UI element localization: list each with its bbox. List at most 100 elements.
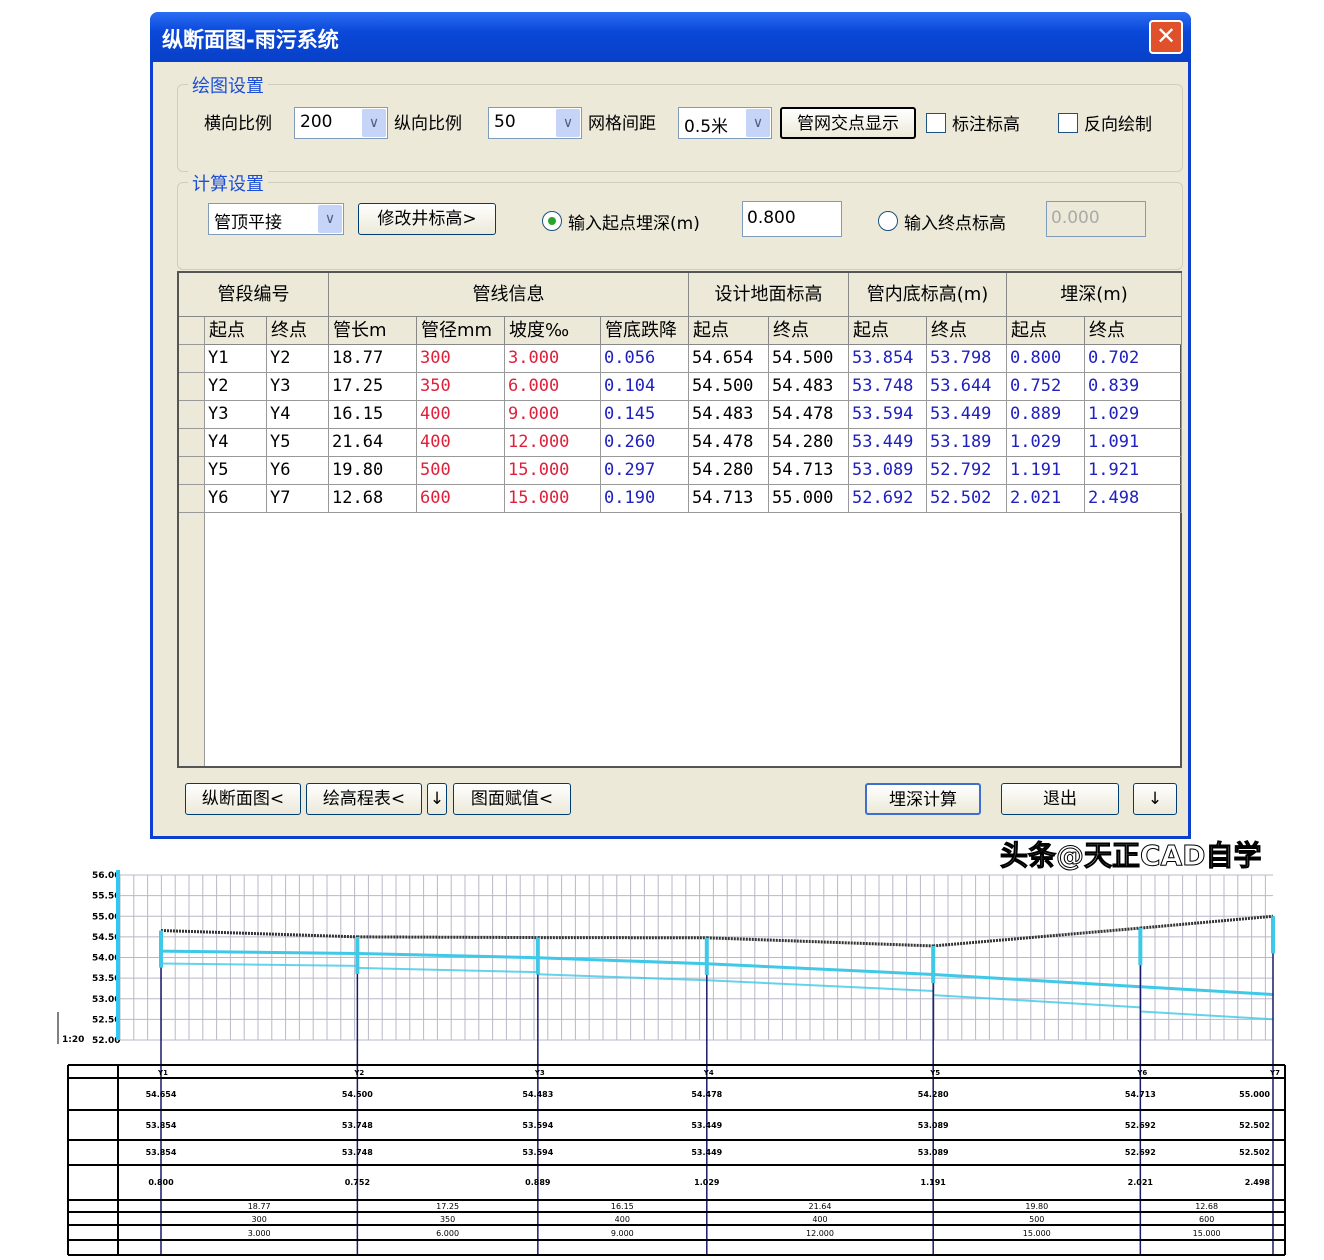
table-cell[interactable]: Y4 bbox=[205, 429, 267, 457]
end-elevation-input[interactable]: 0.000 bbox=[1046, 201, 1146, 237]
table-cell[interactable]: 9.000 bbox=[505, 401, 601, 429]
table-cell[interactable]: 400 bbox=[417, 429, 505, 457]
connection-select[interactable]: 管顶平接 ∨ bbox=[208, 203, 344, 235]
arrow-down-icon[interactable]: ↓ bbox=[1133, 783, 1177, 815]
exit-button[interactable]: 退出 bbox=[1001, 783, 1119, 815]
table-cell[interactable]: 1.091 bbox=[1085, 429, 1182, 457]
table-cell[interactable]: 54.483 bbox=[689, 401, 769, 429]
table-cell[interactable]: Y1 bbox=[205, 345, 267, 373]
table-cell[interactable]: 54.654 bbox=[689, 345, 769, 373]
table-cell[interactable]: 54.713 bbox=[689, 485, 769, 513]
column-header[interactable]: 管径mm bbox=[417, 317, 505, 345]
table-cell[interactable]: 0.260 bbox=[601, 429, 689, 457]
table-cell[interactable]: 53.449 bbox=[927, 401, 1007, 429]
table-cell[interactable]: 52.692 bbox=[849, 485, 927, 513]
column-header[interactable]: 起点 bbox=[689, 317, 769, 345]
modify-well-button[interactable]: 修改井标高> bbox=[358, 203, 496, 235]
table-cell[interactable]: 54.280 bbox=[689, 457, 769, 485]
table-cell[interactable]: 0.297 bbox=[601, 457, 689, 485]
table-cell[interactable]: Y3 bbox=[205, 401, 267, 429]
table-cell[interactable]: 1.029 bbox=[1085, 401, 1182, 429]
row-header[interactable] bbox=[179, 457, 205, 485]
row-header[interactable] bbox=[179, 485, 205, 513]
table-cell[interactable]: 54.280 bbox=[769, 429, 849, 457]
chevron-down-icon[interactable]: ∨ bbox=[556, 109, 580, 137]
table-cell[interactable]: 0.889 bbox=[1007, 401, 1085, 429]
column-header[interactable]: 终点 bbox=[927, 317, 1007, 345]
column-header[interactable]: 管长m bbox=[329, 317, 417, 345]
chevron-down-icon[interactable]: ∨ bbox=[746, 109, 770, 137]
table-cell[interactable]: 54.483 bbox=[769, 373, 849, 401]
table-cell[interactable]: 2.021 bbox=[1007, 485, 1085, 513]
table-cell[interactable]: 54.478 bbox=[689, 429, 769, 457]
table-cell[interactable]: 350 bbox=[417, 373, 505, 401]
calc-depth-button[interactable]: 埋深计算 bbox=[865, 783, 981, 815]
table-cell[interactable]: 12.68 bbox=[329, 485, 417, 513]
table-cell[interactable]: 1.029 bbox=[1007, 429, 1085, 457]
table-cell[interactable]: 1.191 bbox=[1007, 457, 1085, 485]
row-header[interactable] bbox=[179, 345, 205, 373]
row-header[interactable] bbox=[179, 373, 205, 401]
chevron-down-icon[interactable]: ∨ bbox=[362, 109, 386, 137]
table-cell[interactable]: 0.145 bbox=[601, 401, 689, 429]
table-cell[interactable]: Y2 bbox=[205, 373, 267, 401]
table-cell[interactable]: 54.500 bbox=[769, 345, 849, 373]
table-cell[interactable]: Y6 bbox=[205, 485, 267, 513]
column-header[interactable]: 起点 bbox=[849, 317, 927, 345]
table-cell[interactable]: 19.80 bbox=[329, 457, 417, 485]
table-cell[interactable]: 600 bbox=[417, 485, 505, 513]
table-cell[interactable]: 55.000 bbox=[769, 485, 849, 513]
table-cell[interactable]: 3.000 bbox=[505, 345, 601, 373]
table-cell[interactable]: 0.702 bbox=[1085, 345, 1182, 373]
assign-button[interactable]: 图面赋值< bbox=[453, 783, 571, 815]
table-cell[interactable]: 15.000 bbox=[505, 485, 601, 513]
end-elevation-radio[interactable] bbox=[878, 211, 898, 231]
table-cell[interactable]: Y4 bbox=[267, 401, 329, 429]
table-cell[interactable]: 15.000 bbox=[505, 457, 601, 485]
table-cell[interactable]: 53.644 bbox=[927, 373, 1007, 401]
column-header[interactable]: 起点 bbox=[205, 317, 267, 345]
table-cell[interactable]: 53.189 bbox=[927, 429, 1007, 457]
table-cell[interactable]: 52.792 bbox=[927, 457, 1007, 485]
h-scale-select[interactable]: 200 ∨ bbox=[294, 107, 388, 139]
mark-elevation-checkbox[interactable] bbox=[926, 113, 946, 133]
column-header[interactable]: 终点 bbox=[1085, 317, 1182, 345]
profile-button[interactable]: 纵断面图< bbox=[185, 783, 301, 815]
start-depth-input[interactable]: 0.800 bbox=[742, 201, 842, 237]
column-header[interactable]: 终点 bbox=[769, 317, 849, 345]
table-cell[interactable]: 12.000 bbox=[505, 429, 601, 457]
close-icon[interactable]: ✕ bbox=[1149, 20, 1183, 54]
table-cell[interactable]: 0.752 bbox=[1007, 373, 1085, 401]
table-cell[interactable]: 16.15 bbox=[329, 401, 417, 429]
grid-select[interactable]: 0.5米 ∨ bbox=[678, 107, 772, 139]
arrow-down-icon[interactable]: ↓ bbox=[427, 783, 447, 815]
table-cell[interactable]: 53.748 bbox=[849, 373, 927, 401]
table-cell[interactable]: 0.104 bbox=[601, 373, 689, 401]
reverse-draw-checkbox[interactable] bbox=[1058, 113, 1078, 133]
table-cell[interactable]: Y6 bbox=[267, 457, 329, 485]
show-intersections-button[interactable]: 管网交点显示 bbox=[780, 107, 916, 139]
table-cell[interactable]: 21.64 bbox=[329, 429, 417, 457]
table-cell[interactable]: 0.056 bbox=[601, 345, 689, 373]
table-cell[interactable]: 53.089 bbox=[849, 457, 927, 485]
table-cell[interactable]: 18.77 bbox=[329, 345, 417, 373]
table-cell[interactable]: 300 bbox=[417, 345, 505, 373]
table-cell[interactable]: 6.000 bbox=[505, 373, 601, 401]
table-cell[interactable]: 17.25 bbox=[329, 373, 417, 401]
table-cell[interactable]: 53.449 bbox=[849, 429, 927, 457]
table-cell[interactable]: 52.502 bbox=[927, 485, 1007, 513]
start-depth-radio[interactable] bbox=[542, 211, 562, 231]
table-cell[interactable]: 53.798 bbox=[927, 345, 1007, 373]
elevation-table-button[interactable]: 绘高程表< bbox=[306, 783, 422, 815]
table-cell[interactable]: Y3 bbox=[267, 373, 329, 401]
row-header[interactable] bbox=[179, 429, 205, 457]
column-header[interactable]: 起点 bbox=[1007, 317, 1085, 345]
table-cell[interactable]: 0.190 bbox=[601, 485, 689, 513]
table-cell[interactable]: 54.500 bbox=[689, 373, 769, 401]
table-cell[interactable]: 54.478 bbox=[769, 401, 849, 429]
table-cell[interactable]: Y5 bbox=[205, 457, 267, 485]
chevron-down-icon[interactable]: ∨ bbox=[318, 205, 342, 233]
table-cell[interactable]: Y5 bbox=[267, 429, 329, 457]
table-cell[interactable]: 0.800 bbox=[1007, 345, 1085, 373]
column-header[interactable]: 坡度‰ bbox=[505, 317, 601, 345]
